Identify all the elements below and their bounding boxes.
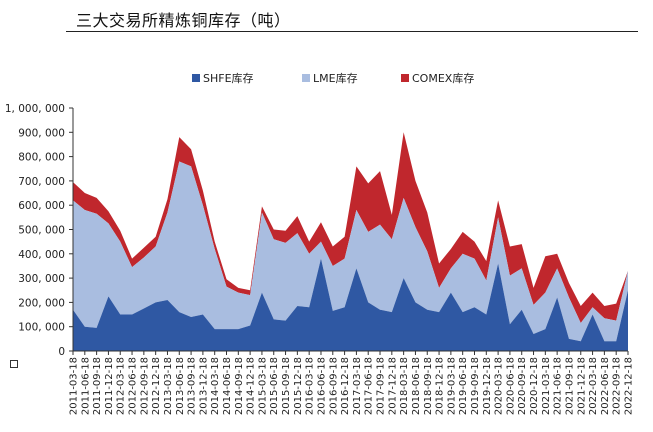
chart-title: 三大交易所精炼铜库存（吨） [76,11,291,30]
x-tick-label: 2015-03-18 [257,357,268,415]
y-tick-label: 900, 000 [18,127,65,139]
y-tick-label: 600, 000 [18,200,65,212]
x-tick-label: 2017-09-18 [376,357,387,415]
x-tick-label: 2011-12-18 [104,357,115,415]
legend-label: SHFE库存 [203,71,254,85]
x-tick-label: 2019-09-18 [470,357,481,415]
y-tick-label: 100, 000 [18,322,65,334]
area-LME库存 [73,161,628,342]
x-tick-label: 2019-06-18 [458,357,469,415]
title-underline [66,31,638,32]
y-tick-label: 1, 000, 000 [5,103,65,115]
y-tick-label: 800, 000 [18,152,65,164]
x-tick-label: 2016-09-18 [328,357,339,415]
area-series-group [73,132,628,351]
x-tick-label: 2013-06-18 [175,357,186,415]
y-tick-label: 0 [58,346,65,358]
x-tick-label: 2012-03-18 [116,357,127,415]
x-tick-label: 2020-03-18 [494,357,505,415]
x-tick-label: 2021-03-18 [541,357,552,415]
legend-swatch [192,74,200,82]
x-tick-label: 2021-06-18 [553,357,564,415]
x-tick-label: 2015-09-18 [281,357,292,415]
x-tick-label: 2014-12-18 [246,357,257,415]
legend-label: LME库存 [313,71,358,85]
area-SHFE库存 [73,258,628,351]
x-tick-label: 2022-03-18 [588,357,599,415]
x-tick-label: 2012-09-18 [139,357,150,415]
x-tick-label: 2016-06-18 [316,357,327,415]
y-tick-label: 500, 000 [18,225,65,237]
x-tick-label: 2021-12-18 [576,357,587,415]
x-tick-label: 2020-09-18 [517,357,528,415]
y-tick-label: 200, 000 [18,297,65,309]
x-tick-label: 2011-06-18 [80,357,91,415]
x-tick-label: 2018-09-18 [423,357,434,415]
x-tick-label: 2019-12-18 [482,357,493,415]
decorative-marker [10,360,18,368]
x-tick-label: 2017-06-18 [364,357,375,415]
chart-legend: SHFE库存 LME库存 COMEX库存 [192,71,474,85]
x-axis-ticks: 2011-03-18 2011-06-18 2011-09-18 2011-12-18… [69,351,635,415]
x-tick-label: 2018-03-18 [399,357,410,415]
x-tick-label: 2011-03-18 [69,357,80,415]
legend-swatch [302,74,310,82]
x-tick-label: 2022-06-18 [600,357,611,415]
y-tick-label: 400, 000 [18,249,65,261]
x-tick-label: 2022-12-18 [624,357,635,415]
x-tick-label: 2018-06-18 [411,357,422,415]
x-tick-label: 2015-12-18 [293,357,304,415]
x-tick-label: 2021-09-18 [564,357,575,415]
x-tick-label: 2019-03-18 [446,357,457,415]
x-tick-label: 2015-06-18 [269,357,280,415]
x-tick-label: 2016-12-18 [340,357,351,415]
y-tick-label: 300, 000 [18,273,65,285]
x-tick-label: 2014-06-18 [222,357,233,415]
x-tick-label: 2016-03-18 [305,357,316,415]
y-axis-ticks: 0 100, 000 200, 000 300, 000 400, 000 500, 00… [5,103,73,358]
x-tick-label: 2017-12-18 [387,357,398,415]
x-tick-label: 2020-06-18 [505,357,516,415]
x-tick-label: 2014-09-18 [234,357,245,415]
area-COMEX库存 [73,132,628,324]
legend-swatch [401,74,409,82]
x-tick-label: 2013-12-18 [198,357,209,415]
legend-label: COMEX库存 [412,71,474,85]
x-tick-label: 2020-12-18 [529,357,540,415]
x-tick-label: 2012-12-18 [151,357,162,415]
x-tick-label: 2017-03-18 [352,357,363,415]
x-tick-label: 2011-09-18 [92,357,103,415]
x-tick-label: 2018-12-18 [435,357,446,415]
x-tick-label: 2022-09-18 [612,357,623,415]
x-tick-label: 2014-03-18 [210,357,221,415]
x-tick-label: 2013-03-18 [163,357,174,415]
x-tick-label: 2013-09-18 [187,357,198,415]
y-tick-label: 700, 000 [18,176,65,188]
x-tick-label: 2012-06-18 [128,357,139,415]
